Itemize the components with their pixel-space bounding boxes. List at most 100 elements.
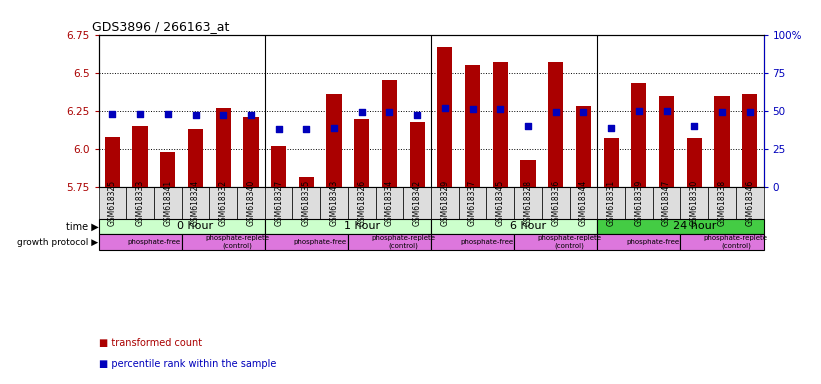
Text: phosphate-free: phosphate-free <box>626 239 679 245</box>
Text: ■ transformed count: ■ transformed count <box>99 338 202 348</box>
Point <box>688 123 701 129</box>
Bar <box>742 94 757 187</box>
Bar <box>348 234 431 250</box>
Point <box>328 124 341 131</box>
Bar <box>431 187 459 219</box>
Point <box>245 113 258 119</box>
Bar <box>403 187 431 219</box>
Bar <box>459 187 487 219</box>
Bar <box>264 187 292 219</box>
Text: GSM618337: GSM618337 <box>468 180 477 226</box>
Text: GSM618329: GSM618329 <box>440 180 449 226</box>
Text: phosphate-replete
(control): phosphate-replete (control) <box>704 235 768 249</box>
Bar <box>410 122 424 187</box>
Text: GSM618345: GSM618345 <box>496 180 505 226</box>
Bar <box>264 219 431 234</box>
Text: GSM618331: GSM618331 <box>607 180 616 226</box>
Bar <box>382 80 397 187</box>
Text: GSM618330: GSM618330 <box>690 180 699 226</box>
Text: phosphate-replete
(control): phosphate-replete (control) <box>371 235 435 249</box>
Bar <box>431 219 598 234</box>
Text: phosphate-replete
(control): phosphate-replete (control) <box>205 235 269 249</box>
Bar <box>686 138 702 187</box>
Bar <box>181 187 209 219</box>
Bar <box>271 146 287 187</box>
Bar <box>514 234 598 250</box>
Bar <box>542 187 570 219</box>
Text: phosphate-free: phosphate-free <box>294 239 346 245</box>
Bar <box>327 94 342 187</box>
Bar <box>354 119 369 187</box>
Point <box>134 111 147 117</box>
Bar <box>320 187 348 219</box>
Bar <box>576 106 591 187</box>
Point <box>604 124 617 131</box>
Text: 0 hour: 0 hour <box>177 222 213 232</box>
Bar <box>653 187 681 219</box>
Point <box>715 109 728 116</box>
Text: GSM618346: GSM618346 <box>745 180 754 226</box>
Bar <box>570 187 598 219</box>
Bar <box>438 47 452 187</box>
Bar <box>348 187 376 219</box>
Text: ■ percentile rank within the sample: ■ percentile rank within the sample <box>99 359 276 369</box>
Bar <box>99 219 264 234</box>
Bar <box>376 187 403 219</box>
Text: GSM618328: GSM618328 <box>524 180 533 226</box>
Bar <box>181 234 264 250</box>
Text: 6 hour: 6 hour <box>510 222 546 232</box>
Text: GSM618327: GSM618327 <box>274 180 283 226</box>
Point <box>493 106 507 113</box>
Point <box>549 109 562 116</box>
Bar <box>631 83 646 187</box>
Point <box>189 113 202 119</box>
Point <box>743 109 756 116</box>
Text: growth protocol ▶: growth protocol ▶ <box>17 238 99 247</box>
Point <box>438 105 452 111</box>
Text: phosphate-free: phosphate-free <box>460 239 513 245</box>
Bar <box>154 187 181 219</box>
Point <box>217 113 230 119</box>
Text: GSM618347: GSM618347 <box>662 180 671 226</box>
Text: 1 hour: 1 hour <box>344 222 380 232</box>
Text: GSM618340: GSM618340 <box>246 180 255 226</box>
Bar <box>598 219 764 234</box>
Text: GSM618336: GSM618336 <box>551 180 560 226</box>
Bar <box>714 96 730 187</box>
Bar <box>598 234 681 250</box>
Text: GSM618343: GSM618343 <box>329 180 338 226</box>
Point <box>466 106 479 113</box>
Text: GSM618344: GSM618344 <box>579 180 588 226</box>
Bar <box>188 129 203 187</box>
Bar <box>99 187 126 219</box>
Point <box>161 111 174 117</box>
Bar <box>216 108 231 187</box>
Text: phosphate-replete
(control): phosphate-replete (control) <box>538 235 602 249</box>
Bar <box>625 187 653 219</box>
Bar <box>264 234 348 250</box>
Bar <box>548 62 563 187</box>
Bar <box>243 117 259 187</box>
Bar <box>99 234 181 250</box>
Bar <box>105 137 120 187</box>
Bar <box>521 160 535 187</box>
Bar <box>299 177 314 187</box>
Text: time ▶: time ▶ <box>66 222 99 232</box>
Bar <box>126 187 154 219</box>
Text: phosphate-free: phosphate-free <box>127 239 181 245</box>
Bar <box>292 187 320 219</box>
Text: GSM618333: GSM618333 <box>135 180 144 226</box>
Bar <box>487 187 514 219</box>
Text: GSM618326: GSM618326 <box>357 180 366 226</box>
Text: 24 hour: 24 hour <box>672 222 716 232</box>
Text: GSM618334: GSM618334 <box>385 180 394 226</box>
Text: GSM618339: GSM618339 <box>635 180 644 226</box>
Point <box>355 109 369 116</box>
Bar <box>132 126 148 187</box>
Text: GDS3896 / 266163_at: GDS3896 / 266163_at <box>92 20 229 33</box>
Bar <box>709 187 736 219</box>
Bar <box>237 187 264 219</box>
Point <box>521 123 534 129</box>
Bar <box>160 152 176 187</box>
Point <box>106 111 119 117</box>
